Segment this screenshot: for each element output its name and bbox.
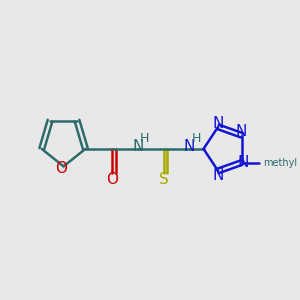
Text: H: H (192, 132, 201, 145)
Text: O: O (56, 161, 68, 176)
Text: O: O (106, 172, 119, 187)
Text: N: N (212, 116, 224, 131)
Text: N: N (237, 155, 249, 170)
Text: N: N (236, 124, 248, 139)
Text: S: S (159, 172, 169, 187)
Text: N: N (184, 139, 195, 154)
Text: H: H (140, 132, 150, 145)
Text: N: N (132, 139, 144, 154)
Text: N: N (212, 168, 224, 183)
Text: methyl: methyl (263, 158, 297, 167)
